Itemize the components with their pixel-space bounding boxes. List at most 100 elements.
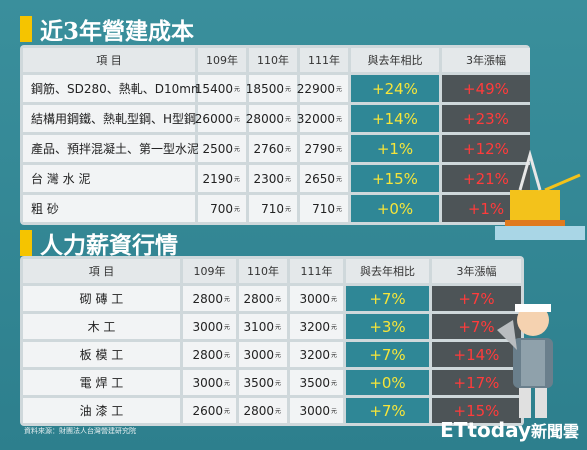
logo: ETtoday新聞雲 (440, 418, 579, 442)
value-text: 3000 (192, 375, 223, 390)
growth-cell: +15% (432, 398, 521, 423)
unit-text: 元 (284, 176, 291, 183)
value-cell: 2600 元 (183, 398, 236, 423)
value-cell: 3000 元 (183, 370, 236, 395)
value-cell: 2500 元 (198, 135, 246, 162)
value-text: 3500 (243, 375, 274, 390)
header-cell: 110年 (249, 48, 297, 72)
value-cell: 2800 元 (239, 398, 287, 423)
value-cell: 2800 元 (239, 286, 287, 311)
title-text: 人力薪資行情 (40, 232, 178, 259)
item-cell: 台 灣 水 泥 (23, 165, 195, 192)
value-text: 2800 (192, 291, 223, 306)
value-text: 2650 (304, 171, 335, 186)
item-cell: 板 模 工 (23, 342, 180, 367)
unit-text: 元 (274, 380, 281, 387)
value-text: 22900 (296, 81, 335, 96)
unit-text: 元 (284, 146, 291, 153)
value-cell: 3200 元 (290, 314, 343, 339)
value-cell: 32000 元 (296, 105, 348, 132)
oil-rig-icon (495, 150, 585, 240)
table: 項 目 109年 110年 111年 與去年相比 3年漲幅砌 磚 工 2800 元 2800 元 3… (20, 256, 524, 426)
growth-cell: +23% (442, 105, 530, 132)
unit-text: 元 (284, 86, 291, 93)
value-text: 3000 (299, 291, 330, 306)
unit-text: 元 (330, 380, 337, 387)
title-text: 近3年營建成本 (40, 18, 195, 45)
unit-text: 元 (274, 352, 281, 359)
yoy-cell: +3% (346, 314, 429, 339)
header-cell: 與去年相比 (346, 259, 429, 283)
yoy-cell: +7% (346, 342, 429, 367)
value-cell: 3000 元 (239, 342, 287, 367)
unit-text: 元 (330, 352, 337, 359)
header-cell: 3年漲幅 (432, 259, 521, 283)
value-cell: 3000 元 (183, 314, 236, 339)
value-cell: 22900 元 (296, 75, 348, 102)
value-cell: 3500 元 (290, 370, 343, 395)
value-cell: 2800 元 (183, 342, 236, 367)
logo-suffix: 新聞雲 (530, 422, 579, 441)
value-text: 2790 (304, 141, 335, 156)
item-cell: 粗 砂 (23, 195, 195, 222)
value-cell: 2190 元 (198, 165, 246, 192)
item-cell: 電 焊 工 (23, 370, 180, 395)
value-text: 15400 (194, 81, 233, 96)
unit-text: 元 (223, 352, 230, 359)
unit-text: 元 (233, 176, 240, 183)
value-text: 2190 (202, 171, 233, 186)
value-cell: 710 元 (249, 195, 297, 222)
value-text: 710 (312, 201, 335, 216)
unit-text: 元 (335, 176, 342, 183)
yoy-cell: +14% (351, 105, 439, 132)
growth-cell: +12% (442, 135, 530, 162)
item-cell: 鋼筋、SD280、熱軋、D10mm (23, 75, 203, 102)
header-cell: 109年 (198, 48, 246, 72)
unit-text: 元 (223, 380, 230, 387)
value-text: 28000 (245, 111, 284, 126)
unit-text: 元 (330, 408, 337, 415)
source-note: 資料來源：財團法人台灣營建研究院 (24, 427, 136, 435)
header-cell: 3年漲幅 (442, 48, 530, 72)
unit-text: 元 (274, 296, 281, 303)
unit-text: 元 (335, 146, 342, 153)
section-title: 人力薪資行情 (20, 226, 178, 260)
value-cell: 3100 元 (239, 314, 287, 339)
logo-text: ETtoday (440, 418, 531, 442)
header-cell: 111年 (300, 48, 348, 72)
section-title: 近3年營建成本 (20, 12, 194, 46)
value-text: 2800 (243, 403, 274, 418)
unit-text: 元 (233, 116, 240, 123)
value-cell: 18500 元 (245, 75, 297, 102)
value-text: 2760 (253, 141, 284, 156)
header-cell: 110年 (239, 259, 287, 283)
unit-text: 元 (330, 296, 337, 303)
value-text: 3200 (299, 347, 330, 362)
unit-text: 元 (284, 206, 291, 213)
unit-text: 元 (335, 116, 342, 123)
growth-cell: +14% (432, 342, 521, 367)
growth-cell: +21% (442, 165, 530, 192)
item-cell: 砌 磚 工 (23, 286, 180, 311)
header-cell: 109年 (183, 259, 236, 283)
value-text: 2800 (192, 347, 223, 362)
value-text: 3200 (299, 319, 330, 334)
value-text: 32000 (296, 111, 335, 126)
value-text: 3100 (243, 319, 274, 334)
unit-text: 元 (274, 408, 281, 415)
value-text: 26000 (194, 111, 233, 126)
header-cell: 項 目 (23, 48, 195, 72)
unit-text: 元 (335, 86, 342, 93)
unit-text: 元 (330, 324, 337, 331)
value-text: 18500 (245, 81, 284, 96)
unit-text: 元 (284, 116, 291, 123)
value-cell: 2300 元 (249, 165, 297, 192)
unit-text: 元 (233, 86, 240, 93)
yoy-cell: +15% (351, 165, 439, 192)
value-text: 3500 (299, 375, 330, 390)
table: 項 目 109年 110年 111年 與去年相比 3年漲幅 鋼筋、SD280、熱軋、D10m… (20, 45, 530, 225)
unit-text: 元 (223, 296, 230, 303)
header-cell: 項 目 (23, 259, 180, 283)
yoy-cell: +0% (351, 195, 439, 222)
item-cell: 產品、預拌混凝土、第一型水泥 (23, 135, 199, 162)
